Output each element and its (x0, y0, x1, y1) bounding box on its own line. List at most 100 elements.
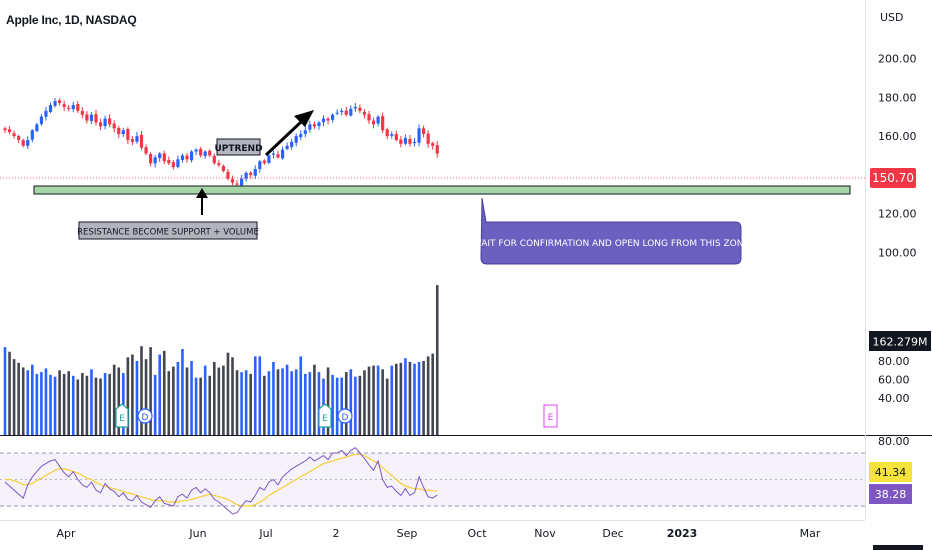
volume-bar (258, 356, 262, 435)
volume-bar (431, 353, 434, 435)
candle-body (276, 154, 280, 158)
candle-body (399, 139, 403, 144)
volume-bar (372, 365, 375, 435)
dividend-marker[interactable]: D (337, 408, 353, 424)
volume-bar (108, 373, 111, 435)
volume-bar (281, 368, 284, 435)
svg-text:E: E (119, 414, 125, 424)
candle-body (149, 154, 153, 164)
candle-body (303, 130, 307, 134)
uptrend-arrow-head (294, 110, 314, 127)
volume-bar (385, 378, 389, 435)
volume-bar (144, 359, 148, 435)
price-axis-tick: 180.00 (878, 91, 917, 104)
volume-bar (376, 365, 380, 435)
candle-body (208, 150, 212, 156)
time-axis-tick: Jul (258, 527, 272, 540)
volume-bar (8, 351, 11, 435)
candle-body (358, 107, 362, 111)
callout-box[interactable] (480, 197, 742, 265)
candle-body (394, 134, 398, 140)
volume-bar (135, 361, 139, 435)
volume-axis-tick: 40.00 (878, 392, 910, 405)
candle-body (89, 114, 94, 121)
volume-bar (313, 364, 316, 435)
volume-bar (158, 354, 161, 435)
rsi-axis-tick: 80.00 (878, 435, 910, 448)
candle-body (381, 116, 385, 131)
candle-body (362, 111, 367, 115)
candle-body (244, 172, 248, 179)
candle-body (390, 134, 394, 136)
candle-body (262, 160, 266, 164)
rsi-line (4, 447, 438, 515)
candle-body (258, 161, 262, 169)
candle-body (71, 105, 75, 110)
volume-bar (203, 365, 207, 435)
candle-body (130, 139, 134, 142)
volume-axis-tick: 80.00 (878, 355, 910, 368)
candle-body (331, 114, 335, 120)
volume-bar (58, 370, 61, 435)
volume-bar (199, 377, 202, 435)
candle-body (67, 107, 71, 109)
svg-text:E: E (322, 414, 328, 424)
candle-body (58, 100, 62, 104)
volume-bar (253, 356, 257, 435)
volume-bar (231, 357, 234, 435)
volume-bar (222, 365, 225, 435)
candle-body (53, 101, 57, 106)
uptrend-arrow-shaft (264, 119, 304, 157)
last-price-value: 150.70 (872, 171, 914, 185)
time-axis-tick: Apr (56, 527, 76, 540)
earnings-marker[interactable]: E (115, 403, 129, 428)
candle-body (158, 153, 162, 159)
volume-bar (395, 363, 398, 435)
callout-text: WAIT FOR CONFIRMATION AND OPEN LONG FROM… (473, 239, 750, 249)
price-axis-tick: 200.00 (878, 52, 917, 65)
volume-axis-tick: 60.00 (878, 374, 910, 387)
chart-title: Apple Inc, 1D, NASDAQ (6, 13, 137, 27)
rsi-value: 38.28 (875, 488, 907, 501)
volume-bar (217, 367, 221, 435)
candle-body (3, 128, 7, 131)
candle-body (340, 110, 344, 113)
volume-bar (363, 370, 366, 435)
volume-bar (176, 361, 180, 435)
candle-body (103, 118, 107, 126)
volume-bar (90, 369, 93, 435)
support-zone[interactable] (33, 185, 851, 195)
volume-bar (249, 373, 252, 435)
candle-body (412, 141, 417, 144)
support-arrow-head (196, 188, 208, 198)
volume-bar (26, 370, 30, 435)
volume-bar (335, 377, 339, 435)
volume-value: 162.279M (873, 336, 928, 349)
candle-body (249, 172, 253, 175)
candle-body (326, 118, 330, 121)
candle-body (108, 118, 112, 125)
candle-body (62, 104, 66, 107)
candle-body (144, 147, 148, 154)
volume-bar (244, 370, 248, 435)
volume-bar (31, 364, 34, 435)
candle-body (12, 133, 16, 137)
candle-body (176, 159, 180, 168)
dividend-marker[interactable]: D (137, 408, 153, 424)
scrollbar-stub[interactable] (873, 545, 923, 550)
volume-bar (3, 347, 7, 435)
candle-body (112, 123, 116, 129)
candle-body (126, 129, 130, 140)
candle-body (17, 135, 21, 140)
volume-bar (354, 376, 357, 435)
future-earnings-marker[interactable]: E (543, 404, 558, 428)
earnings-marker[interactable]: E (318, 403, 332, 428)
candle-body (371, 120, 376, 125)
volume-bar (399, 362, 403, 435)
candle-body (26, 139, 30, 146)
candle-body (203, 151, 207, 156)
time-axis-tick: Mar (800, 527, 821, 540)
candle-body (321, 118, 326, 123)
candle-body (162, 153, 166, 162)
